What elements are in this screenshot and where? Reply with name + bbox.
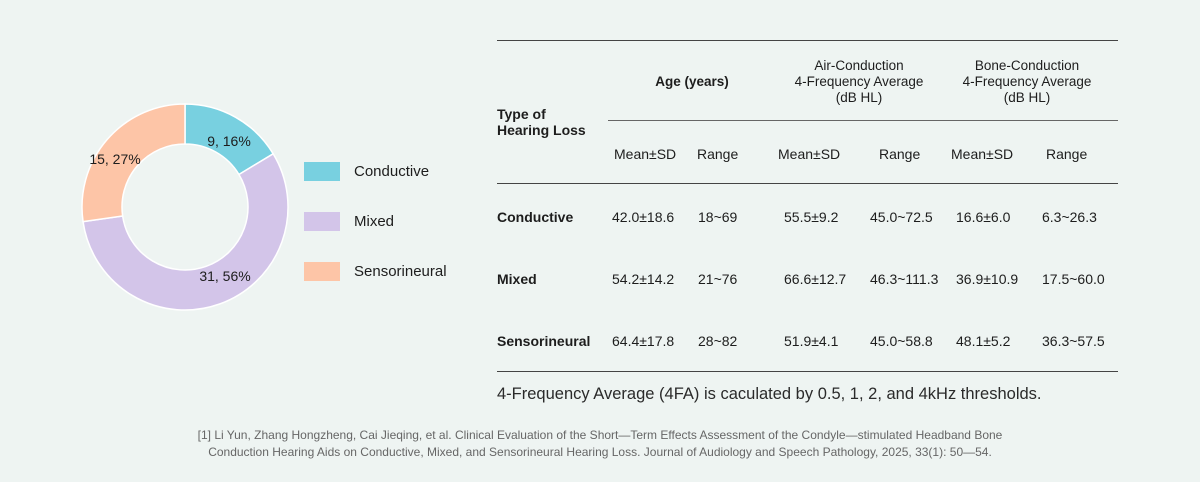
subheader-air-range: Range (879, 146, 921, 162)
legend-item-mixed: Mixed (304, 196, 447, 246)
table-cell: 55.5±9.2 (784, 209, 839, 225)
footnote-4fa: 4-Frequency Average (4FA) is caculated b… (497, 385, 1042, 403)
table-cell: 51.9±4.1 (784, 333, 839, 349)
slice-sensorineural (81, 103, 186, 223)
table-cell: 6.3~26.3 (1042, 209, 1097, 225)
legend-label: Sensorineural (354, 262, 447, 280)
legend-swatch-conductive (304, 161, 340, 181)
donut-chart: 9, 16% 31, 56% 15, 27% (81, 103, 289, 311)
legend-item-sensorineural: Sensorineural (304, 246, 447, 296)
legend-label: Mixed (354, 212, 395, 230)
table-cell: 45.0~72.5 (870, 209, 933, 225)
air-conduction-header: Air-Conduction 4-Frequency Average (dB H… (794, 58, 924, 105)
table-cell: 16.6±6.0 (956, 209, 1011, 225)
data-label-mixed: 31, 56% (199, 268, 250, 284)
subheader-age-range: Range (697, 146, 739, 162)
subheader-age-mean: Mean±SD (614, 146, 677, 162)
row-label-sensorineural: Sensorineural (497, 333, 591, 349)
legend-swatch-sensorineural (304, 261, 340, 281)
table-cell: 18~69 (698, 209, 738, 225)
table-bottom-rule (497, 371, 1118, 372)
citation: [1] Li Yun, Zhang Hongzheng, Cai Jieqing… (0, 427, 1200, 461)
subheader-bone-range: Range (1046, 146, 1088, 162)
row-label-mixed: Mixed (497, 271, 537, 287)
data-label-sensorineural: 15, 27% (89, 151, 140, 167)
table-cell: 54.2±14.2 (612, 271, 675, 287)
table-cell: 64.4±17.8 (612, 333, 675, 349)
table-cell: 42.0±18.6 (612, 209, 675, 225)
table-cell: 28~82 (698, 333, 738, 349)
subheader-bone-mean: Mean±SD (951, 146, 1014, 162)
subheader-air-mean: Mean±SD (778, 146, 841, 162)
chart-legend: Conductive Mixed Sensorineural (304, 146, 447, 296)
row-label-conductive: Conductive (497, 209, 574, 225)
age-header: Age (years) (655, 74, 729, 89)
table-top-rule (497, 40, 1118, 41)
header-divider (608, 120, 1118, 121)
type-header: Type of Hearing Loss (497, 106, 586, 138)
bone-conduction-header: Bone-Conduction 4-Frequency Average (dB … (962, 58, 1092, 105)
legend-item-conductive: Conductive (304, 146, 447, 196)
legend-label: Conductive (354, 162, 430, 180)
table-cell: 36.9±10.9 (956, 271, 1019, 287)
table-cell: 46.3~111.3 (870, 271, 939, 287)
table-cell: 66.6±12.7 (784, 271, 847, 287)
table-cell: 36.3~57.5 (1042, 333, 1105, 349)
table-cell: 17.5~60.0 (1042, 271, 1105, 287)
citation-line: [1] Li Yun, Zhang Hongzheng, Cai Jieqing… (197, 428, 1003, 442)
legend-swatch-mixed (304, 211, 340, 231)
header-bottom-rule (497, 183, 1118, 184)
table-cell: 21~76 (698, 271, 738, 287)
table-cell: 45.0~58.8 (870, 333, 933, 349)
slice-mixed (82, 152, 289, 311)
data-label-conductive: 9, 16% (207, 133, 251, 149)
citation-line: Conduction Hearing Aids on Conductive, M… (208, 445, 992, 459)
table-cell: 48.1±5.2 (956, 333, 1011, 349)
